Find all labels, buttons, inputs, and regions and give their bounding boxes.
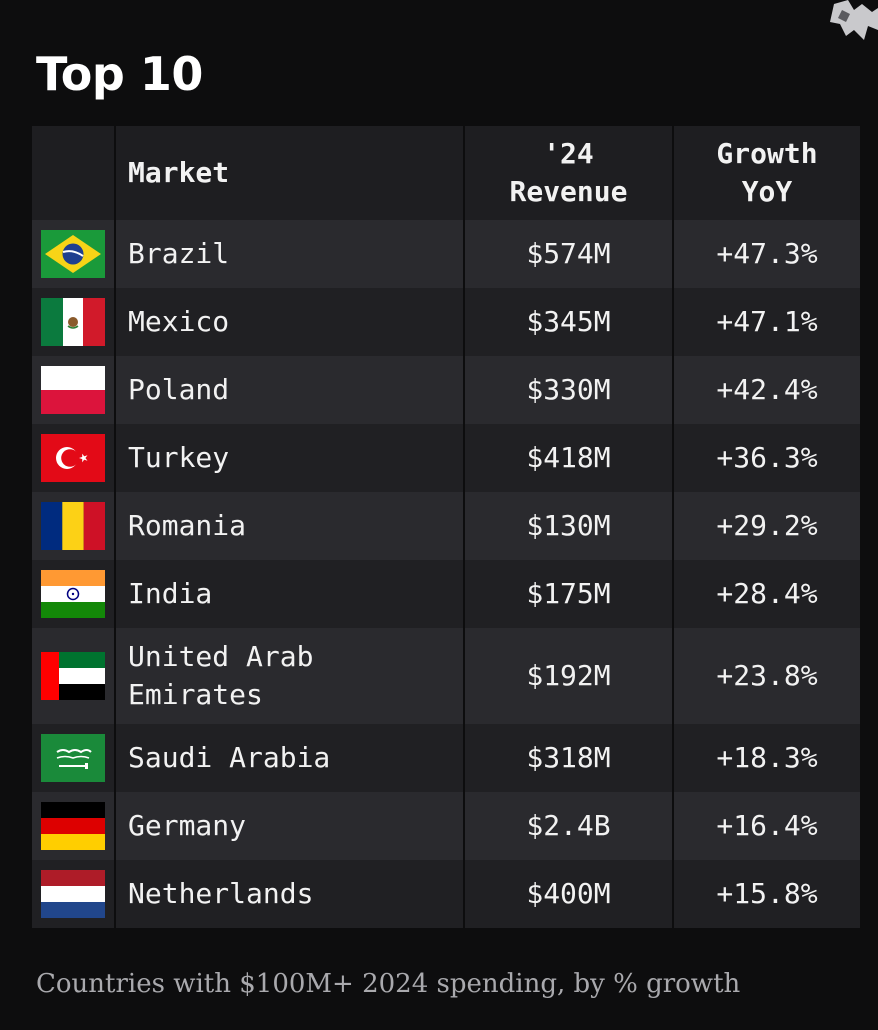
growth-cell: +18.3% bbox=[716, 741, 818, 774]
table-row: Germany $2.4B +16.4% bbox=[32, 792, 860, 860]
flag-cell bbox=[32, 356, 116, 424]
market-cell: Netherlands bbox=[116, 860, 465, 928]
mexico-flag-icon bbox=[41, 298, 105, 346]
market-cell: Romania bbox=[116, 492, 465, 560]
table-row: Brazil $574M +47.3% bbox=[32, 220, 860, 288]
table-row: Romania $130M +29.2% bbox=[32, 492, 860, 560]
revenue-cell: $418M bbox=[465, 424, 674, 492]
header-revenue: '24 Revenue bbox=[465, 126, 674, 220]
market-cell: Germany bbox=[116, 792, 465, 860]
header-market: Market bbox=[116, 126, 465, 220]
poland-flag-icon bbox=[41, 366, 105, 414]
table-row: India $175M +28.4% bbox=[32, 560, 860, 628]
market-cell: Poland bbox=[116, 356, 465, 424]
revenue-cell: $330M bbox=[465, 356, 674, 424]
flag-cell bbox=[32, 220, 116, 288]
growth-cell: +16.4% bbox=[716, 809, 818, 842]
uae-flag-icon bbox=[41, 652, 105, 700]
table-row: Poland $330M +42.4% bbox=[32, 356, 860, 424]
flag-cell bbox=[32, 724, 116, 792]
revenue-cell: $2.4B bbox=[465, 792, 674, 860]
table-row: Saudi Arabia $318M +18.3% bbox=[32, 724, 860, 792]
flag-cell bbox=[32, 424, 116, 492]
growth-cell: +15.8% bbox=[716, 877, 818, 910]
table-row: Turkey $418M +36.3% bbox=[32, 424, 860, 492]
table-row: Netherlands $400M +15.8% bbox=[32, 860, 860, 928]
growth-cell: +23.8% bbox=[716, 659, 818, 692]
india-flag-icon bbox=[41, 570, 105, 618]
turkey-flag-icon bbox=[41, 434, 105, 482]
market-cell: India bbox=[116, 560, 465, 628]
growth-cell: +29.2% bbox=[716, 509, 818, 542]
growth-cell: +42.4% bbox=[716, 373, 818, 406]
table-body: Brazil $574M +47.3% Mexico $345M +47.1% Poland… bbox=[32, 220, 860, 928]
corner-logo-icon bbox=[830, 0, 878, 40]
flag-cell bbox=[32, 288, 116, 356]
flag-cell bbox=[32, 628, 116, 724]
table-row: Mexico $345M +47.1% bbox=[32, 288, 860, 356]
revenue-cell: $192M bbox=[465, 628, 674, 724]
growth-cell: +36.3% bbox=[716, 441, 818, 474]
header-growth: Growth YoY bbox=[716, 137, 818, 208]
revenue-cell: $345M bbox=[465, 288, 674, 356]
market-cell: Mexico bbox=[116, 288, 465, 356]
flag-cell bbox=[32, 792, 116, 860]
page-title: Top 10 bbox=[36, 47, 203, 101]
market-cell: Brazil bbox=[116, 220, 465, 288]
header-flag bbox=[32, 126, 116, 220]
flag-cell bbox=[32, 860, 116, 928]
revenue-cell: $130M bbox=[465, 492, 674, 560]
growth-cell: +47.1% bbox=[716, 305, 818, 338]
revenue-cell: $574M bbox=[465, 220, 674, 288]
market-cell: Turkey bbox=[116, 424, 465, 492]
market-cell: United Arab Emirates bbox=[116, 628, 465, 724]
revenue-cell: $175M bbox=[465, 560, 674, 628]
saudi-arabia-flag-icon bbox=[41, 734, 105, 782]
revenue-cell: $400M bbox=[465, 860, 674, 928]
flag-cell bbox=[32, 492, 116, 560]
netherlands-flag-icon bbox=[41, 870, 105, 918]
flag-cell bbox=[32, 560, 116, 628]
footnote: Countries with $100M+ 2024 spending, by … bbox=[36, 969, 741, 999]
top-markets-table: Market '24 Revenue Growth YoY Brazil $574… bbox=[32, 126, 860, 928]
growth-cell: +47.3% bbox=[716, 237, 818, 270]
brazil-flag-icon bbox=[41, 230, 105, 278]
romania-flag-icon bbox=[41, 502, 105, 550]
table-row: United Arab Emirates $192M +23.8% bbox=[32, 628, 860, 724]
market-cell: Saudi Arabia bbox=[116, 724, 465, 792]
table-header-row: Market '24 Revenue Growth YoY bbox=[32, 126, 860, 220]
revenue-cell: $318M bbox=[465, 724, 674, 792]
growth-cell: +28.4% bbox=[716, 577, 818, 610]
germany-flag-icon bbox=[41, 802, 105, 850]
